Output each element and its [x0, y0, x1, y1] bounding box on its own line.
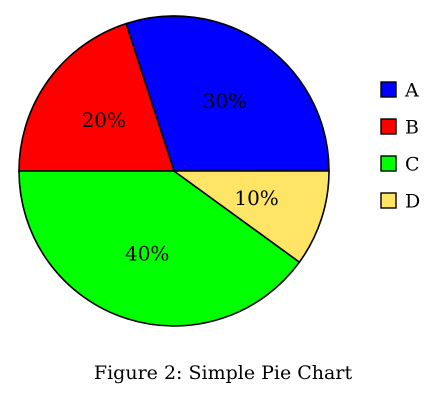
legend-label-a: A	[404, 80, 419, 102]
data-label-a: 30%	[203, 89, 247, 113]
legend-label-c: C	[405, 154, 420, 176]
pie-slice-c	[18, 170, 301, 327]
legend-swatch-a	[380, 81, 397, 98]
data-label-d: 10%	[234, 186, 278, 210]
legend-swatch-b	[380, 118, 397, 135]
legend-swatch-c	[380, 155, 397, 172]
pie-slice-d	[173, 170, 330, 263]
legend-label-d: D	[405, 191, 420, 213]
pie-slices	[18, 15, 330, 327]
data-label-b: 20%	[82, 108, 126, 132]
pie-slice-a	[125, 15, 330, 172]
pie-data-labels: 30% 20% 40% 10%	[82, 89, 279, 266]
data-label-c: 40%	[125, 242, 169, 266]
legend-label-b: B	[405, 117, 419, 139]
figure-caption: Figure 2: Simple Pie Chart	[93, 362, 353, 384]
legend-swatch-d	[380, 192, 397, 209]
pie-slice-b	[18, 22, 175, 172]
